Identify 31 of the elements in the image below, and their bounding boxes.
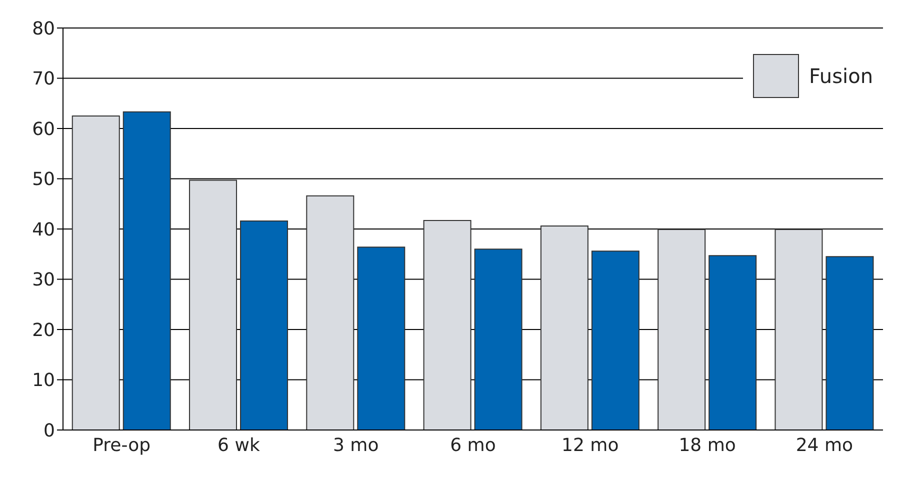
bar <box>240 220 288 430</box>
bar <box>708 255 757 430</box>
y-tick-label: 10 <box>32 370 55 392</box>
x-tick-label: 6 mo <box>450 434 496 456</box>
y-tick-label: 80 <box>32 18 55 40</box>
y-tick-label: 40 <box>32 219 55 240</box>
x-tick-label: 18 mo <box>678 434 736 456</box>
x-tick-label: 6 wk <box>218 434 260 456</box>
x-tick-label: 3 mo <box>332 434 379 456</box>
y-tick-label: 50 <box>32 169 55 190</box>
bar <box>658 229 706 430</box>
bar <box>423 220 472 430</box>
x-tick-label: 12 mo <box>562 434 619 456</box>
bar <box>474 248 522 430</box>
x-tick-label: Pre-op <box>92 434 151 456</box>
bar <box>591 250 640 430</box>
bar <box>72 115 120 430</box>
bar <box>540 225 588 430</box>
bar <box>774 229 823 430</box>
x-tick-label: 24 mo <box>796 434 854 456</box>
bar <box>306 195 354 430</box>
y-tick-label: 20 <box>32 320 55 341</box>
legend-label: Fusion <box>809 64 873 88</box>
y-tick-label: 70 <box>32 68 55 90</box>
y-tick-label: 30 <box>32 270 55 291</box>
bar <box>826 256 874 430</box>
bar <box>189 180 238 430</box>
bar <box>357 246 406 430</box>
y-tick-label: 60 <box>32 118 55 140</box>
bar <box>122 111 171 430</box>
y-tick-label: 0 <box>44 420 55 442</box>
